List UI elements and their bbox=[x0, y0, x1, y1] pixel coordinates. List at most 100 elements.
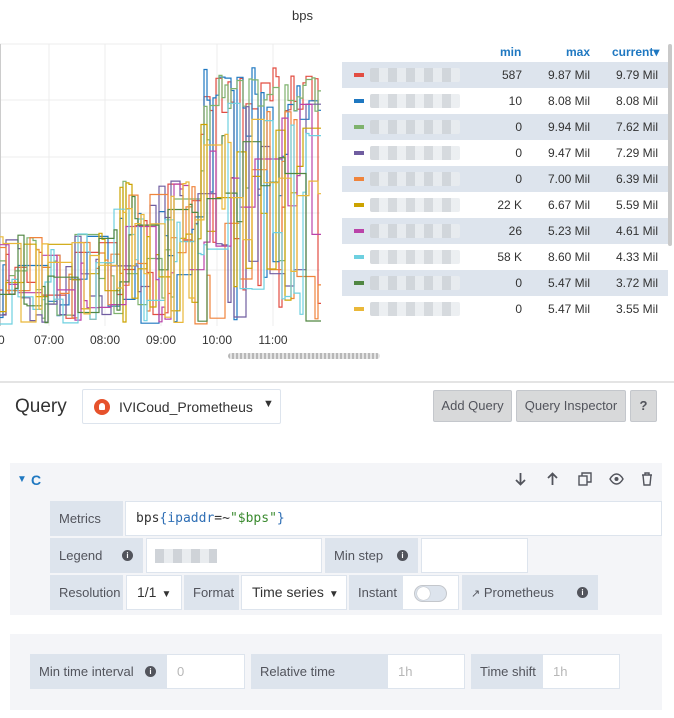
series-color-swatch[interactable] bbox=[354, 255, 364, 259]
legend-format-label-text: Legend bbox=[59, 548, 103, 563]
instant-label: Instant bbox=[349, 575, 402, 610]
panel-divider bbox=[0, 381, 674, 383]
redacted-series-name[interactable] bbox=[370, 302, 460, 316]
min-step-label: Min step i bbox=[325, 538, 418, 573]
min-step-input[interactable] bbox=[421, 538, 528, 573]
series-max: 9.94 Mil bbox=[547, 120, 590, 134]
legend-header-max[interactable]: max bbox=[566, 45, 591, 59]
legend-row[interactable]: 0 7.00 Mil 6.39 Mil bbox=[342, 166, 668, 192]
legend-scrollbar[interactable] bbox=[668, 44, 672, 246]
series-current: 7.62 Mil bbox=[615, 120, 658, 134]
x-tick-label: 09:00 bbox=[146, 333, 176, 347]
relative-time-label: Relative time bbox=[251, 654, 387, 689]
series-color-swatch[interactable] bbox=[354, 307, 364, 311]
legend-format-input[interactable] bbox=[146, 538, 322, 573]
legend-row[interactable]: 58 K 8.60 Mil 4.33 Mil bbox=[342, 244, 668, 270]
series-current: 9.79 Mil bbox=[615, 68, 658, 82]
series-line bbox=[0, 123, 321, 323]
caret-down-icon: ▼ bbox=[328, 589, 339, 600]
legend-row[interactable]: 0 9.94 Mil 7.62 Mil bbox=[342, 114, 668, 140]
caret-down-icon: ▼ bbox=[161, 589, 172, 600]
move-down-icon[interactable] bbox=[514, 472, 527, 489]
redacted-series-name[interactable] bbox=[370, 68, 460, 82]
legend-row[interactable]: 10 8.08 Mil 8.08 Mil bbox=[342, 88, 668, 114]
series-min: 0 bbox=[515, 120, 522, 134]
time-shift-label: Time shift bbox=[471, 654, 542, 689]
redacted-series-name[interactable] bbox=[370, 276, 460, 290]
series-color-swatch[interactable] bbox=[354, 73, 364, 77]
x-tick-label: 07:00 bbox=[34, 333, 64, 347]
legend-row[interactable]: 0 5.47 Mil 3.72 Mil bbox=[342, 270, 668, 296]
label-name-token: ipaddr bbox=[167, 511, 215, 526]
series-color-swatch[interactable] bbox=[354, 203, 364, 207]
legend-row[interactable]: 0 9.47 Mil 7.29 Mil bbox=[342, 140, 668, 166]
info-icon[interactable]: i bbox=[145, 666, 156, 677]
redacted-series-name[interactable] bbox=[370, 172, 460, 186]
legend-row[interactable]: 0 5.47 Mil 3.55 Mil bbox=[342, 296, 668, 322]
move-up-icon[interactable] bbox=[546, 472, 559, 489]
min-time-interval-input[interactable]: 0 bbox=[166, 654, 245, 689]
chart-plot[interactable]: 00 07:00 08:00 09:00 10:00 11:00 bbox=[0, 0, 330, 352]
info-icon[interactable]: i bbox=[122, 550, 133, 561]
series-min: 10 bbox=[508, 94, 522, 108]
series-current: 8.08 Mil bbox=[615, 94, 658, 108]
format-select[interactable]: Time series ▼ bbox=[241, 575, 347, 610]
series-color-swatch[interactable] bbox=[354, 281, 364, 285]
instant-toggle[interactable] bbox=[414, 585, 447, 602]
legend-rows: 587 9.87 Mil 9.79 Mil 10 8.08 Mil 8.08 Mil 0 9.… bbox=[342, 62, 668, 322]
query-inspector-button[interactable]: Query Inspector bbox=[516, 390, 626, 422]
prometheus-link[interactable]: ↗ Prometheus i bbox=[462, 575, 598, 610]
redacted-series-name[interactable] bbox=[370, 120, 460, 134]
series-line bbox=[0, 110, 321, 325]
legend-row[interactable]: 22 K 6.67 Mil 5.59 Mil bbox=[342, 192, 668, 218]
eye-icon[interactable] bbox=[609, 472, 624, 489]
datasource-picker[interactable]: IVICoud_Prometheus ▼ bbox=[82, 389, 281, 424]
duplicate-icon[interactable] bbox=[578, 472, 592, 489]
series-current: 6.39 Mil bbox=[615, 172, 658, 186]
info-icon[interactable]: i bbox=[397, 550, 408, 561]
series-current: 4.61 Mil bbox=[615, 224, 658, 238]
resolution-select[interactable]: 1/1 ▼ bbox=[126, 575, 182, 610]
horizontal-scrollbar[interactable] bbox=[228, 353, 380, 359]
legend-format-label: Legend i bbox=[50, 538, 143, 573]
series-max: 5.23 Mil bbox=[547, 224, 590, 238]
series-color-swatch[interactable] bbox=[354, 151, 364, 155]
series-line bbox=[0, 135, 321, 324]
query-row-header: ▼ C bbox=[10, 463, 662, 497]
series-current: 3.55 Mil bbox=[615, 302, 658, 316]
legend-row[interactable]: 26 5.23 Mil 4.61 Mil bbox=[342, 218, 668, 244]
legend-header-current[interactable]: current▾ bbox=[612, 45, 660, 59]
metrics-input[interactable]: bps{ipaddr=~"$bps"} bbox=[125, 501, 662, 536]
format-label: Format bbox=[184, 575, 239, 610]
series-current: 3.72 Mil bbox=[615, 276, 658, 290]
add-query-button[interactable]: Add Query bbox=[433, 390, 512, 422]
redacted-series-name[interactable] bbox=[370, 94, 460, 108]
relative-time-input[interactable]: 1h bbox=[387, 654, 465, 689]
series-max: 6.67 Mil bbox=[547, 198, 590, 212]
trash-icon[interactable] bbox=[641, 472, 653, 489]
redacted-series-name[interactable] bbox=[370, 224, 460, 238]
legend-row[interactable]: 587 9.87 Mil 9.79 Mil bbox=[342, 62, 668, 88]
series-max: 8.60 Mil bbox=[547, 250, 590, 264]
series-color-swatch[interactable] bbox=[354, 177, 364, 181]
redacted-series-name[interactable] bbox=[370, 198, 460, 212]
query-ref-id[interactable]: C bbox=[31, 472, 42, 488]
help-button[interactable]: ? bbox=[630, 390, 657, 422]
series-color-swatch[interactable] bbox=[354, 229, 364, 233]
operator-token: =~ bbox=[214, 511, 230, 526]
format-value: Time series bbox=[252, 584, 324, 600]
legend-header-min[interactable]: min bbox=[500, 45, 522, 59]
series-color-swatch[interactable] bbox=[354, 99, 364, 103]
collapse-caret-icon[interactable]: ▼ bbox=[17, 474, 27, 485]
time-shift-input[interactable]: 1h bbox=[542, 654, 620, 689]
series-min: 0 bbox=[515, 146, 522, 160]
label-value-token: "$bps" bbox=[229, 511, 277, 526]
series-color-swatch[interactable] bbox=[354, 125, 364, 129]
series-current: 7.29 Mil bbox=[615, 146, 658, 160]
resolution-value: 1/1 bbox=[137, 584, 157, 600]
redacted-series-name[interactable] bbox=[370, 250, 460, 264]
redacted-series-name[interactable] bbox=[370, 146, 460, 160]
series-current: 5.59 Mil bbox=[615, 198, 658, 212]
info-icon[interactable]: i bbox=[577, 587, 588, 598]
